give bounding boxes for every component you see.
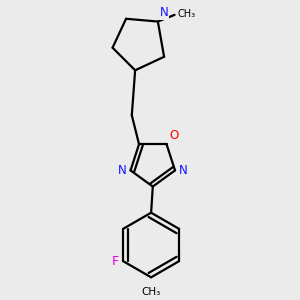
Text: CH₃: CH₃ [178, 9, 196, 19]
Text: F: F [112, 255, 119, 268]
Text: N: N [179, 164, 188, 177]
Text: N: N [118, 164, 127, 177]
Text: N: N [160, 6, 168, 19]
Text: CH₃: CH₃ [142, 287, 161, 297]
Text: O: O [170, 129, 179, 142]
